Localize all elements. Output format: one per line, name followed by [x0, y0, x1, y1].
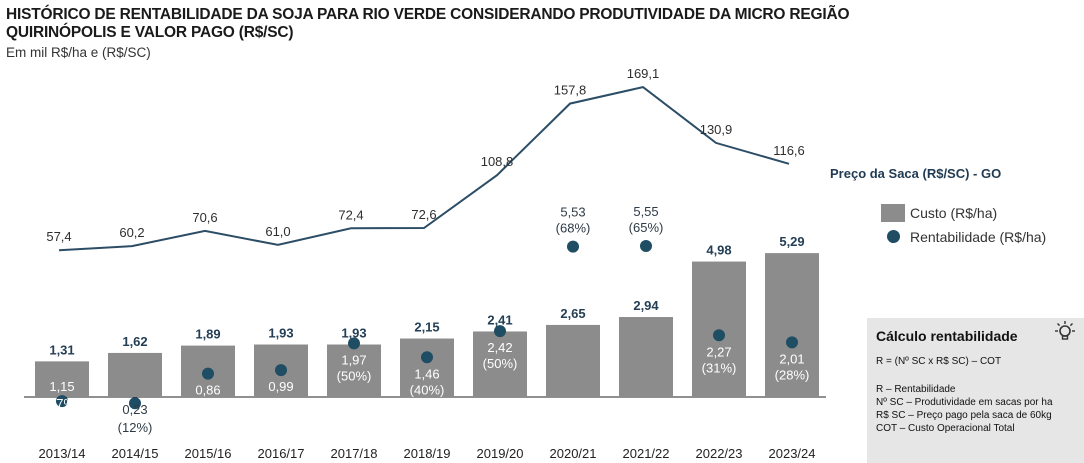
- rent-dot: [786, 336, 798, 349]
- cost-bar-label: 2,41: [487, 312, 512, 327]
- cost-bar: [400, 338, 454, 397]
- cost-bar: [108, 352, 162, 397]
- rent-dot: [129, 397, 141, 410]
- rent-percent-label: (65%): [629, 220, 664, 235]
- price-label: 116,6: [773, 143, 805, 158]
- price-label: 72,4: [338, 207, 363, 222]
- calc-box: Cálculo rentabilidade R = (Nº SC x R$ SC…: [867, 318, 1084, 463]
- x-tick-label: 2013/14: [39, 446, 86, 461]
- legend-cost-label: Custo (R$/ha): [910, 205, 998, 221]
- lightbulb-icon: [1055, 321, 1075, 340]
- rent-label: 1,15: [49, 379, 74, 394]
- chart-subtitle: Em mil R$/ha e (R$/SC): [6, 45, 151, 60]
- rent-dot: [567, 240, 579, 253]
- rent-percent-label: (40%): [410, 382, 445, 397]
- cost-bar: [765, 253, 819, 397]
- rent-dot: [713, 329, 725, 342]
- rent-dot: [421, 351, 433, 364]
- legend-rent-label: Rentabilidade (R$/ha): [910, 229, 1047, 245]
- cost-bar: [619, 317, 673, 397]
- cost-bar: [473, 331, 527, 397]
- price-label: 169,1: [627, 66, 660, 81]
- legend-cost-swatch: [881, 204, 905, 222]
- price-label: 61,0: [265, 224, 290, 239]
- price-label: 60,2: [119, 225, 144, 240]
- cost-bar-label: 1,89: [195, 327, 220, 342]
- rent-percent-label: (34%): [264, 395, 299, 410]
- rent-dot: [640, 240, 652, 253]
- cost-bar-label: 1,62: [122, 334, 147, 349]
- cost-bar-label: 1,31: [49, 342, 74, 357]
- legend-rent-swatch: [887, 230, 900, 243]
- rent-percent-label: (47%): [45, 396, 80, 411]
- cost-bar: [546, 324, 600, 397]
- rent-percent-label: (68%): [556, 221, 591, 236]
- x-tick-label: 2022/23: [696, 446, 743, 461]
- calc-legend: R – Rentabilidade Nº SC – Produtividade …: [876, 383, 1075, 435]
- x-tick-label: 2016/17: [258, 446, 305, 461]
- rent-label: 2,42: [487, 340, 512, 355]
- x-tick-label: 2021/22: [623, 446, 670, 461]
- price-label: 70,6: [192, 210, 217, 225]
- cost-bar-label: 5,29: [779, 234, 804, 249]
- rent-percent-label: (12%): [118, 420, 153, 435]
- cost-bar: [327, 344, 381, 397]
- price-label: 108,8: [481, 154, 514, 169]
- calc-formula: R = (Nº SC x R$ SC) – COT: [876, 356, 1002, 367]
- price-label: 72,6: [411, 207, 436, 222]
- x-tick-label: 2020/21: [550, 446, 597, 461]
- rent-label: 5,53: [560, 205, 585, 220]
- rent-dot: [202, 367, 214, 380]
- calc-line: R – Rentabilidade: [876, 384, 956, 395]
- rent-dot: [348, 337, 360, 350]
- rent-label: 0,99: [268, 379, 293, 394]
- rent-label: 5,55: [633, 204, 658, 219]
- rent-label: 2,27: [706, 344, 731, 359]
- calc-line: R$ SC – Preço pago pela saca de 60kg: [876, 410, 1052, 421]
- rent-percent-label: (50%): [337, 368, 372, 383]
- cost-bar: [35, 361, 89, 397]
- calc-line: COT – Custo Operacional Total: [876, 423, 1015, 434]
- price-line: [58, 86, 790, 252]
- price-label: 130,9: [700, 122, 733, 137]
- x-tick-label: 2018/19: [404, 446, 451, 461]
- calc-title: Cálculo rentabilidade: [876, 328, 1018, 344]
- rent-dot: [275, 364, 287, 377]
- cost-bar-label: 2,65: [560, 306, 585, 321]
- rent-dot: [56, 395, 68, 408]
- legend-price-label: Preço da Saca (R$/SC) - GO: [830, 166, 1002, 181]
- price-label: 157,8: [554, 83, 587, 98]
- x-tick-label: 2014/15: [112, 446, 159, 461]
- cost-bar-label: 2,15: [414, 320, 439, 335]
- rent-label: 1,97: [341, 352, 366, 367]
- rent-label: 1,46: [414, 366, 439, 381]
- x-tick-label: 2017/18: [331, 446, 378, 461]
- rent-dot: [494, 325, 506, 338]
- rent-percent-label: (31%): [702, 360, 737, 375]
- cost-bar-label: 1,93: [341, 326, 366, 341]
- x-tick-label: 2023/24: [769, 446, 816, 461]
- rent-label: 2,01: [779, 351, 804, 366]
- x-tick-label: 2015/16: [185, 446, 232, 461]
- cost-bar-label: 1,93: [268, 326, 293, 341]
- price-label: 57,4: [46, 229, 71, 244]
- calc-line: Nº SC – Produtividade em sacas por ha: [876, 397, 1053, 408]
- rent-label: 0,23: [122, 402, 147, 417]
- rent-percent-label: (50%): [483, 356, 518, 371]
- x-tick-label: 2019/20: [477, 446, 524, 461]
- cost-bar-label: 4,98: [706, 243, 731, 258]
- cost-bar-label: 2,94: [633, 298, 659, 313]
- rent-percent-label: (31%): [191, 399, 226, 414]
- chart-title: HISTÓRICO DE RENTABILIDADE DA SOJA PARA …: [6, 6, 850, 41]
- rent-label: 0,86: [195, 383, 220, 398]
- rent-percent-label: (28%): [775, 367, 810, 382]
